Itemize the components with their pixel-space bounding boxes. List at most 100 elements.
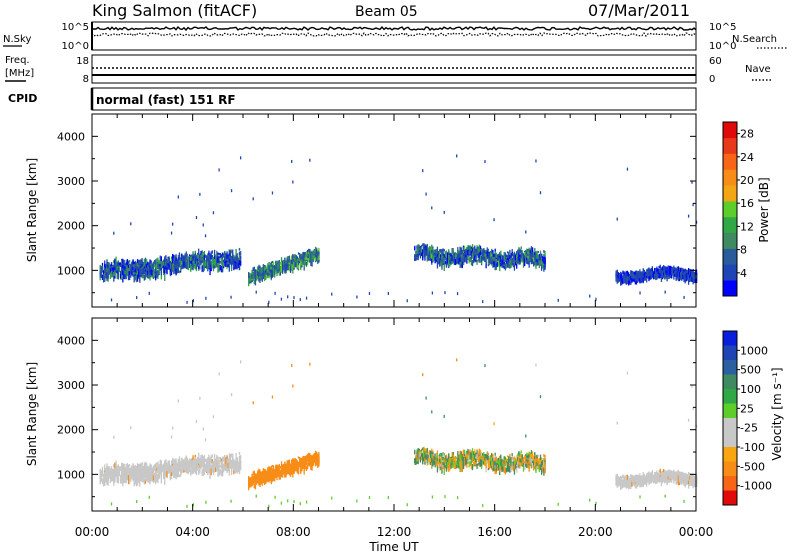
velocity-echo-cell xyxy=(248,475,250,482)
velocity-echo-cell xyxy=(160,473,163,476)
power-echo-cell xyxy=(490,256,492,262)
power-echo-cell xyxy=(173,269,175,275)
power-colorbar-segment xyxy=(723,248,737,265)
power-echo-cell xyxy=(315,254,318,258)
power-echo-cell xyxy=(252,197,254,201)
velocity-echo-cell xyxy=(113,475,115,483)
power-echo-cell xyxy=(271,266,274,270)
power-echo-cell xyxy=(694,271,697,278)
power-echo-cell xyxy=(122,264,124,269)
power-echo-cell xyxy=(458,258,460,265)
power-echo-cell xyxy=(646,269,648,274)
power-echo-cell xyxy=(675,270,677,275)
velocity-echo-cell xyxy=(225,457,227,465)
velocity-echo-cell xyxy=(184,461,186,468)
velocity-echo-cell xyxy=(203,458,206,462)
power-echo-cell xyxy=(485,249,487,253)
velocity-echo-cell xyxy=(198,458,200,463)
y-tick-label: 1000 xyxy=(57,264,85,277)
power-echo-cell xyxy=(191,267,193,270)
power-echo-cell xyxy=(529,257,531,263)
power-echo-cell xyxy=(476,249,478,256)
power-echo-cell xyxy=(149,268,151,273)
velocity-echo-cell xyxy=(186,457,189,464)
power-echo-cell xyxy=(201,257,203,261)
velocity-echo-cell xyxy=(213,459,216,464)
power-echo-cell xyxy=(423,248,425,254)
power-echo-cell xyxy=(260,268,262,274)
power-echo-cell xyxy=(222,252,225,256)
power-echo-cell xyxy=(536,250,538,255)
power-echo-cell xyxy=(218,168,220,172)
power-echo-cell xyxy=(215,254,217,259)
velocity-echo-cell xyxy=(170,466,173,473)
power-echo-cell xyxy=(253,270,255,278)
power-echo-cell xyxy=(673,273,675,276)
velocity-echo-cell xyxy=(153,475,156,478)
power-echo-cell xyxy=(678,271,681,275)
power-echo-cell xyxy=(253,267,255,271)
power-echo-cell xyxy=(216,259,218,264)
power-echo-cell xyxy=(132,270,134,274)
power-echo-cell xyxy=(179,262,182,265)
power-echo-cell xyxy=(493,256,495,261)
power-echo-cell xyxy=(230,249,233,254)
velocity-echo-cell xyxy=(112,473,114,476)
power-echo-cell xyxy=(287,261,289,265)
power-echo-cell xyxy=(191,255,193,261)
velocity-echo-cell xyxy=(114,473,116,480)
power-echo-cell xyxy=(207,261,209,266)
velocity-echo-cell xyxy=(139,476,141,482)
power-echo-cell xyxy=(456,256,458,262)
power-echo-cell xyxy=(239,156,242,160)
velocity-echo-cell xyxy=(130,467,132,474)
power-echo-cell xyxy=(190,256,192,262)
velocity-echo-cell xyxy=(183,459,185,467)
power-echo-cell xyxy=(674,273,676,277)
power-echo-cell xyxy=(176,259,178,263)
power-echo-cell xyxy=(535,159,537,163)
power-echo-cell xyxy=(258,277,260,282)
power-echo-cell xyxy=(104,263,106,268)
power-echo-cell xyxy=(208,251,210,257)
power-echo-cell xyxy=(199,192,201,196)
power-echo-cell xyxy=(149,262,151,268)
power-echo-cell xyxy=(176,260,178,267)
power-echo-cell xyxy=(475,254,477,259)
power-echo-cell xyxy=(687,267,690,275)
power-echo-cell xyxy=(170,258,173,264)
power-echo-cell xyxy=(263,267,266,274)
velocity-echo-cell xyxy=(126,473,129,481)
power-echo-cell xyxy=(233,264,235,271)
velocity-echo-cell xyxy=(152,475,155,481)
power-echo-cell xyxy=(695,269,698,275)
power-echo-cell xyxy=(314,246,317,250)
power-echo-cell xyxy=(212,211,215,215)
power-echo-cell xyxy=(484,160,486,164)
velocity-echo-cell xyxy=(190,464,192,467)
power-echo-cell xyxy=(623,273,625,280)
power-colorbar-segment xyxy=(723,153,737,170)
power-echo-cell xyxy=(494,250,496,255)
power-echo-cell xyxy=(630,270,632,276)
power-echo-cell xyxy=(535,251,537,255)
velocity-echo-cell xyxy=(115,471,117,476)
power-echo-cell xyxy=(127,266,130,274)
velocity-echo-cell xyxy=(230,393,233,397)
power-echo-cell xyxy=(239,255,242,260)
power-echo-cell xyxy=(114,269,116,276)
power-echo-cell xyxy=(429,246,432,253)
power-echo-cell xyxy=(661,266,664,270)
power-echo-cell xyxy=(641,275,643,283)
power-echo-cell xyxy=(443,264,445,272)
velocity-echo-cell xyxy=(178,461,181,469)
power-echo-cell xyxy=(616,277,618,282)
velocity-echo-cell xyxy=(123,464,125,470)
power-echo-cell xyxy=(667,269,669,274)
power-echo-cell xyxy=(260,276,262,281)
power-echo-cell xyxy=(164,259,166,265)
velocity-echo-cell xyxy=(124,467,126,471)
power-echo-cell xyxy=(249,277,251,282)
power-echo-cell xyxy=(477,251,479,259)
power-echo-cell xyxy=(150,269,152,276)
